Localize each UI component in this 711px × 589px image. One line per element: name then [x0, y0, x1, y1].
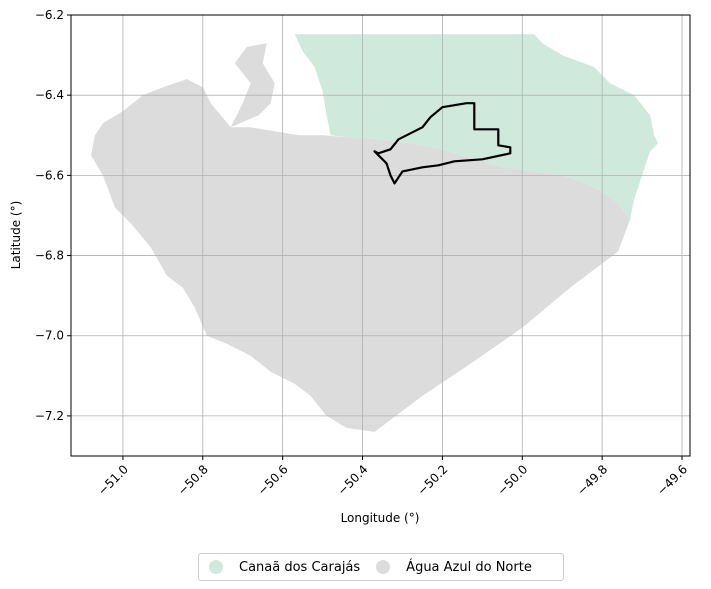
legend-marker-agua: [376, 560, 391, 574]
legend-item-canaa: Canaã dos Carajás: [209, 560, 360, 575]
x-tick-label: −50.6: [255, 462, 291, 498]
highlight-outline: [373, 102, 512, 185]
y-tick-label: −6.6: [35, 168, 64, 182]
y-axis-ticks: −6.2 −6.4 −6.6 −6.8 −7.0 −7.2: [35, 8, 71, 423]
y-tick-label: −6.4: [35, 88, 64, 102]
x-tick-label: −50.0: [494, 462, 530, 498]
regions-layer: [91, 34, 659, 432]
legend-marker-canaa: [209, 560, 223, 574]
y-tick-label: −7.2: [35, 409, 64, 423]
x-axis-ticks: −51.0 −50.8 −50.6 −50.4 −50.2 −50.0 −49.8 −49.6: [95, 456, 690, 498]
y-tick-label: −6.2: [35, 8, 64, 22]
legend-label-agua: Água Azul do Norte: [406, 559, 532, 575]
x-tick-label: −50.4: [335, 462, 371, 498]
agua-azul-do-norte-region: [91, 43, 631, 432]
y-tick-label: −7.0: [35, 329, 64, 343]
legend-item-agua: Água Azul do Norte: [376, 560, 532, 575]
x-tick-label: −50.8: [175, 462, 211, 498]
axes-frame: [70, 14, 691, 457]
x-axis-label: Longitude (°): [341, 511, 420, 525]
x-tick-label: −49.6: [654, 462, 690, 498]
y-tick-label: −6.8: [35, 249, 64, 263]
x-tick-label: −50.2: [415, 462, 451, 498]
x-tick-label: −51.0: [95, 462, 131, 498]
x-tick-label: −49.8: [574, 462, 610, 498]
legend-label-canaa: Canaã dos Carajás: [239, 559, 361, 575]
legend: Canaã dos Carajás Água Azul do Norte: [198, 553, 564, 581]
y-axis-label: Latitude (°): [9, 201, 23, 270]
canaa-dos-carajas-region: [294, 34, 659, 220]
